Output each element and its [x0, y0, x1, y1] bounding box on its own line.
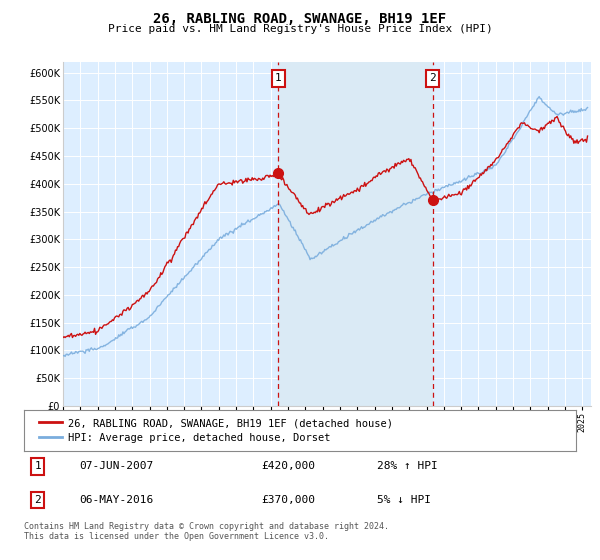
Legend: 26, RABLING ROAD, SWANAGE, BH19 1EF (detached house), HPI: Average price, detach: 26, RABLING ROAD, SWANAGE, BH19 1EF (det…: [35, 414, 397, 447]
Text: 5% ↓ HPI: 5% ↓ HPI: [377, 495, 431, 505]
Text: 06-MAY-2016: 06-MAY-2016: [79, 495, 154, 505]
Text: 1: 1: [34, 461, 41, 472]
Text: £420,000: £420,000: [262, 461, 316, 472]
Text: 07-JUN-2007: 07-JUN-2007: [79, 461, 154, 472]
Text: 26, RABLING ROAD, SWANAGE, BH19 1EF: 26, RABLING ROAD, SWANAGE, BH19 1EF: [154, 12, 446, 26]
Text: 28% ↑ HPI: 28% ↑ HPI: [377, 461, 438, 472]
Text: 2: 2: [34, 495, 41, 505]
Text: 1: 1: [275, 73, 282, 83]
Text: Contains HM Land Registry data © Crown copyright and database right 2024.
This d: Contains HM Land Registry data © Crown c…: [24, 522, 389, 542]
Text: 2: 2: [429, 73, 436, 83]
Text: £370,000: £370,000: [262, 495, 316, 505]
Text: Price paid vs. HM Land Registry's House Price Index (HPI): Price paid vs. HM Land Registry's House …: [107, 24, 493, 34]
Bar: [278, 62, 433, 406]
